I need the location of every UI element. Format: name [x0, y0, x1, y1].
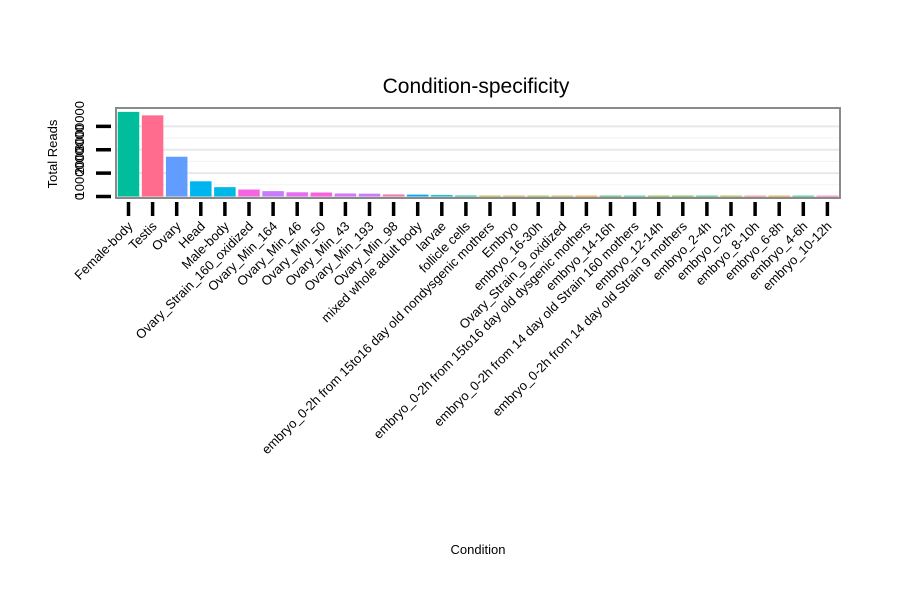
bar-embryo-4-6h	[792, 195, 815, 197]
bar-embryo-0-2h-from-15to16-day-old-dysgenic-mothers	[575, 195, 598, 197]
bar-embryo-10-12h	[816, 195, 839, 197]
x-axis-title: Condition	[451, 542, 506, 557]
plot-frame	[115, 107, 841, 199]
y-tick-label: 1000000	[72, 148, 87, 199]
bar-ovary-min-164	[262, 191, 284, 197]
bar-embryo-6-8h	[768, 195, 790, 197]
bar-embryo	[503, 195, 525, 197]
chart-title: Condition-specificity	[383, 75, 570, 98]
x-tick-label: Female-body	[71, 218, 136, 283]
bar-embryo-12-14h	[647, 195, 670, 197]
y-tick-label: 0	[72, 193, 87, 200]
bar-embryo-16-30h	[527, 195, 549, 197]
bar-embryo-0-2h-from-14-day-old-strain-9-mothers	[672, 195, 694, 197]
y-tick-label: 3000000	[72, 101, 87, 152]
bar-ovary-min-193	[358, 193, 381, 197]
bar-embryo-0-2h-from-15to16-day-old-nondysgenic-mothers	[479, 195, 501, 197]
bar-ovary-strain-9-oxidized	[551, 195, 574, 197]
bar-mixed-whole-adult-body	[406, 194, 429, 197]
bar-ovary-min-46	[286, 192, 308, 197]
bar-embryo-0-2h	[720, 195, 742, 197]
bar-embryo-2-4h	[696, 195, 718, 197]
bar-embryo-0-2h-from-14-day-old-strain-160-mothers	[623, 195, 646, 197]
bar-embryo-14-16h	[599, 195, 622, 197]
y-tick-label: 2000000	[72, 124, 87, 175]
bar-ovary-min-43	[334, 193, 357, 197]
bar-male-body	[214, 187, 236, 197]
bar-female-body	[117, 111, 140, 197]
bar-ovary-min-98	[382, 194, 405, 197]
bars	[117, 111, 839, 197]
bar-larvae	[431, 195, 453, 197]
bar-head	[190, 181, 212, 197]
bar-embryo-8-10h	[744, 195, 766, 197]
bar-testis	[141, 115, 164, 197]
grid	[116, 125, 840, 198]
y-axis-title: Total Reads	[45, 119, 60, 188]
bar-follicle-cells	[455, 195, 477, 197]
bar-ovary	[165, 156, 188, 197]
x-axis: Female-bodyTestisOvaryHeadMale-bodyOvary…	[71, 202, 835, 457]
bar-ovary-min-50	[310, 192, 333, 197]
bar-ovary-strain-160-oxidized	[238, 189, 260, 197]
